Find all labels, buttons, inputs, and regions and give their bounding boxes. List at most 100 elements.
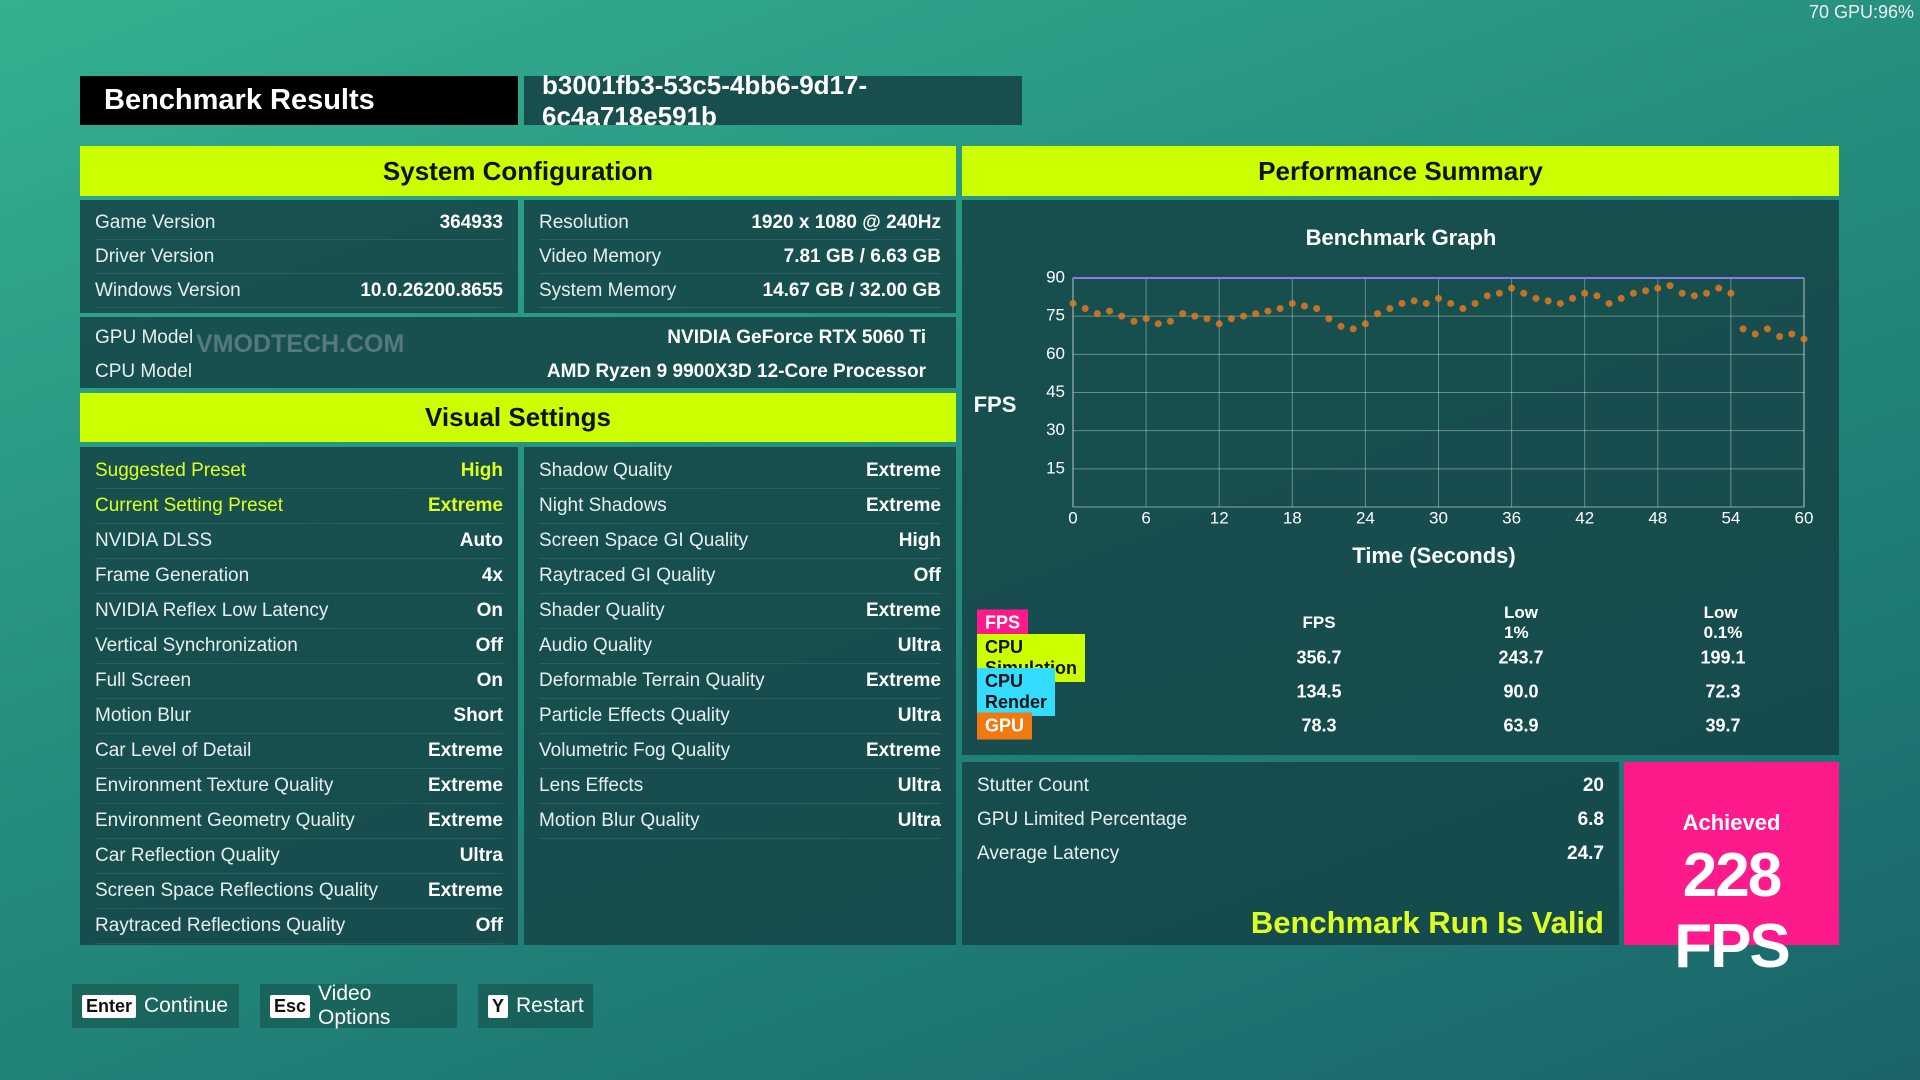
setting-value: Ultra (897, 705, 941, 726)
setting-label: Vertical Synchronization (95, 635, 298, 656)
setting-value: 6.8 (1577, 809, 1604, 830)
setting-row: Particle Effects Quality Ultra (539, 699, 941, 734)
action-button[interactable]: Esc Video Options (260, 982, 457, 1029)
panel (962, 762, 1619, 945)
setting-label: GPU Limited Percentage (977, 809, 1188, 830)
setting-label: Shader Quality (539, 600, 665, 621)
setting-label: Car Level of Detail (95, 740, 252, 761)
setting-value: 24.7 (1567, 843, 1604, 864)
setting-label: Screen Space Reflections Quality (95, 880, 379, 901)
setting-row: Car Reflection Quality Ultra (95, 839, 503, 874)
setting-value: High (898, 530, 941, 551)
button-label: Continue (144, 994, 229, 1017)
setting-label: Raytraced GI Quality (539, 565, 716, 586)
setting-label: Environment Geometry Quality (95, 810, 355, 831)
setting-row: NVIDIA Reflex Low Latency On (95, 594, 503, 629)
setting-value: NVIDIA GeForce RTX 5060 Ti (667, 327, 926, 348)
stats-cell: 243.7 (1498, 647, 1544, 668)
watermark: VMODTECH.COM (196, 330, 405, 358)
setting-value: Auto (459, 530, 503, 551)
setting-label: Car Reflection Quality (95, 845, 280, 866)
setting-value: Off (913, 565, 941, 586)
setting-row: Shadow Quality Extreme (539, 454, 941, 489)
panel (524, 447, 956, 945)
setting-row: Motion Blur Quality Ultra (539, 804, 941, 839)
action-button[interactable]: Enter Continue (72, 984, 239, 1028)
setting-row: Motion Blur Short (95, 699, 503, 734)
setting-label: Lens Effects (539, 775, 644, 796)
setting-value: Ultra (897, 775, 941, 796)
stats-tag: CPU Render (977, 668, 1056, 716)
key-badge: Enter (82, 994, 137, 1018)
setting-value: On (476, 600, 503, 621)
setting-label: Shadow Quality (539, 460, 673, 481)
setting-row: Screen Space Reflections Quality Extreme (95, 874, 503, 909)
setting-value: Off (475, 915, 503, 936)
achieved-value: 228 FPS (1674, 841, 1791, 981)
setting-label: CPU Model (95, 361, 193, 382)
setting-label: Audio Quality (539, 635, 653, 656)
setting-label: Screen Space GI Quality (539, 530, 749, 551)
setting-label: System Memory (539, 279, 677, 301)
setting-row: System Memory 14.67 GB / 32.00 GB (539, 274, 941, 308)
setting-row: Volumetric Fog Quality Extreme (539, 734, 941, 769)
stats-cell: 72.3 (1705, 681, 1741, 702)
setting-row: Deformable Terrain Quality Extreme (539, 664, 941, 699)
setting-label: Stutter Count (977, 775, 1089, 796)
setting-value: 4x (481, 565, 503, 586)
action-button[interactable]: Y Restart (478, 984, 593, 1028)
setting-value: Short (453, 705, 503, 726)
button-label: Video Options (318, 982, 391, 1029)
setting-value: 7.81 GB / 6.63 GB (783, 245, 941, 267)
setting-row: CPU Model AMD Ryzen 9 9900X3D 12-Core Pro… (95, 355, 926, 389)
achieved-label: Achieved (1682, 810, 1781, 835)
hardware-list: GPU Model NVIDIA GeForce RTX 5060 Ti CPU M… (80, 321, 956, 389)
setting-row: Lens Effects Ultra (539, 769, 941, 804)
setting-label: Volumetric Fog Quality (539, 740, 731, 761)
setting-label: Current Setting Preset (95, 495, 283, 516)
setting-row: Environment Geometry Quality Extreme (95, 804, 503, 839)
setting-row: Average Latency 24.7 (977, 837, 1604, 871)
stats-cell: 199.1 (1700, 647, 1746, 668)
setting-row: Current Setting Preset Extreme (95, 489, 503, 524)
key-badge: Esc (270, 994, 311, 1018)
setting-label: Average Latency (977, 843, 1120, 864)
config-list: Game Version 364933 Driver Version Windows … (80, 206, 518, 308)
setting-row: Stutter Count 20 (977, 769, 1604, 803)
stats-cell: 134.5 (1296, 681, 1342, 702)
panel (524, 200, 956, 313)
setting-row: Game Version 364933 (95, 206, 503, 240)
setting-value: Extreme (866, 670, 941, 691)
setting-label: Game Version (95, 211, 216, 233)
stats-column-header: Low 0.1% (1703, 603, 1743, 642)
panel (80, 317, 956, 388)
key-badge: Y (488, 994, 509, 1018)
setting-value: 14.67 GB / 32.00 GB (762, 279, 942, 301)
settings-list: Suggested Preset High Current Setting Pres… (80, 454, 518, 944)
setting-label: Resolution (539, 211, 629, 233)
setting-value: Extreme (866, 600, 941, 621)
setting-value: High (460, 460, 503, 481)
setting-label: Particle Effects Quality (539, 705, 730, 726)
setting-value: Extreme (428, 775, 503, 796)
setting-row: Night Shadows Extreme (539, 489, 941, 524)
setting-row: Driver Version (95, 240, 503, 274)
setting-row: Suggested Preset High (95, 454, 503, 489)
stats-cell: 78.3 (1301, 715, 1337, 736)
setting-value: Extreme (428, 740, 503, 761)
stats-column-header: FPS (1302, 613, 1336, 632)
stats-cell: 63.9 (1503, 715, 1539, 736)
setting-label: Environment Texture Quality (95, 775, 334, 796)
stats-tag: FPS (977, 609, 1029, 637)
setting-row: Environment Texture Quality Extreme (95, 769, 503, 804)
setting-row: Frame Generation 4x (95, 559, 503, 594)
setting-label: NVIDIA DLSS (95, 530, 213, 551)
setting-label: Full Screen (95, 670, 192, 691)
setting-row: Video Memory 7.81 GB / 6.63 GB (539, 240, 941, 274)
panel (80, 200, 518, 313)
settings-list: Shadow Quality Extreme Night Shadows Extrem… (524, 454, 956, 839)
setting-value: Ultra (897, 635, 941, 656)
setting-label: Motion Blur Quality (539, 810, 700, 831)
setting-label: NVIDIA Reflex Low Latency (95, 600, 329, 621)
